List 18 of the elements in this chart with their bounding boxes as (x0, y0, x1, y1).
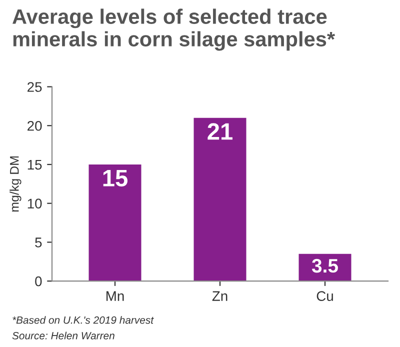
x-tick-label: Zn (212, 291, 228, 301)
y-tick-label: 25 (28, 82, 42, 92)
x-tick-label: Mn (106, 291, 124, 301)
bar (88, 164, 142, 282)
data-label: 3.5 (312, 258, 338, 273)
y-tick-label: 0 (35, 276, 42, 286)
text: *Based on U.K.'s 2019 harvest (12, 316, 154, 324)
y-tick-label: 15 (28, 160, 42, 170)
chart-title: Average levels of selected trace minerals in corn silage samples* (12, 8, 336, 51)
data-label: 21 (208, 123, 232, 140)
bar (194, 118, 246, 282)
y-tick-label: 20 (28, 120, 42, 131)
x-tick-label: Cu (316, 291, 333, 301)
data-label: 15 (103, 170, 128, 186)
y-tick-label: 10 (28, 198, 42, 209)
y-tick-label: 5 (35, 238, 42, 248)
y-axis-title: mg/kg DM (10, 156, 22, 212)
source-note: Source: Helen Warren (12, 332, 114, 340)
